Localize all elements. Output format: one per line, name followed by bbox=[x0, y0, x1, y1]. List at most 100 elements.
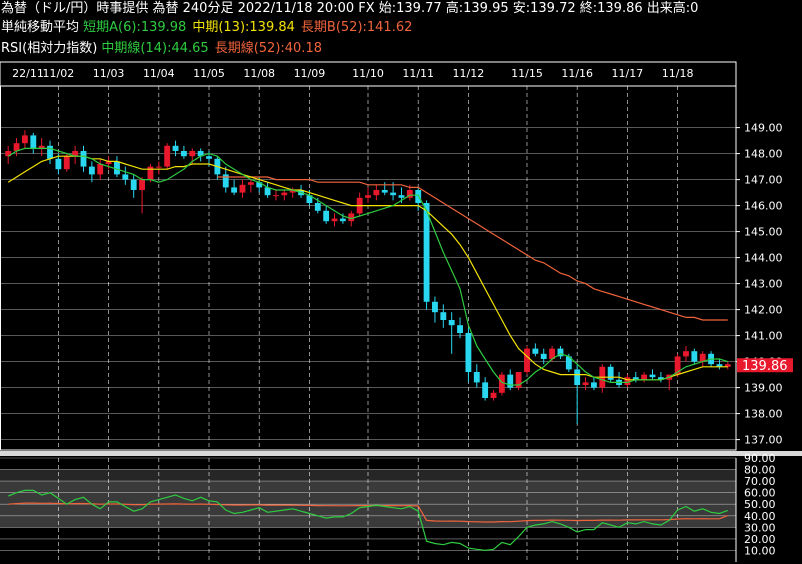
chart-header: 為替（ドル/円）時事提供 為替 240分足 2022/11/18 20:00 F… bbox=[1, 1, 699, 16]
rsi-tick-label: 10.00 bbox=[744, 544, 776, 557]
date-tick-label: 11/18 bbox=[662, 67, 694, 80]
candle-body bbox=[172, 145, 179, 151]
candle-body bbox=[482, 382, 489, 398]
candle-body bbox=[540, 353, 547, 359]
price-tick-label: 141.00 bbox=[744, 330, 783, 343]
candle-body bbox=[114, 161, 120, 175]
date-tick-label: 11/11 bbox=[402, 67, 434, 80]
sma-legend-label: 単純移動平均 bbox=[1, 20, 80, 35]
candle-body bbox=[591, 382, 597, 388]
rsi-mid-legend: 中期線(14):44.65 bbox=[101, 41, 209, 56]
candle-body bbox=[649, 374, 656, 378]
candle-body bbox=[105, 161, 112, 164]
candle-body bbox=[5, 151, 12, 157]
candle-body bbox=[256, 182, 263, 188]
date-tick-label: 11/15 bbox=[511, 67, 543, 80]
candle-body bbox=[222, 174, 229, 188]
sma-long-line bbox=[217, 176, 728, 321]
rsi-tick-label: 40.00 bbox=[744, 510, 776, 523]
last-price-marker bbox=[737, 358, 793, 373]
candle-body bbox=[373, 190, 380, 196]
candle-body bbox=[641, 374, 648, 380]
candle-body bbox=[574, 369, 581, 385]
date-tick-label: 11/04 bbox=[143, 67, 175, 80]
candle-body bbox=[122, 174, 129, 180]
price-tick-label: 145.00 bbox=[744, 226, 783, 239]
candle-body bbox=[189, 151, 196, 157]
sma-mid-legend: 中期(13):139.84 bbox=[192, 20, 295, 35]
candle-body bbox=[264, 187, 271, 196]
candle-body bbox=[691, 351, 698, 362]
candle-body bbox=[674, 356, 681, 375]
candle-body bbox=[63, 156, 70, 170]
last-price-label: 139.86 bbox=[742, 359, 788, 374]
candle-body bbox=[524, 348, 530, 372]
candle-body bbox=[314, 203, 321, 211]
candle-body bbox=[339, 218, 346, 222]
candle-body bbox=[180, 151, 187, 157]
candle-body bbox=[381, 190, 388, 193]
rsi-legend: RSI(相対力指数) 中期線(14):44.65 長期線(52):40.18 bbox=[1, 40, 322, 58]
candle-body bbox=[699, 353, 706, 362]
candle-body bbox=[155, 166, 162, 168]
candle-body bbox=[306, 195, 313, 203]
candle-body bbox=[130, 179, 137, 190]
candle-body bbox=[406, 190, 413, 198]
candle-body bbox=[55, 158, 62, 170]
candle-body bbox=[21, 135, 28, 144]
candle-body bbox=[724, 364, 731, 367]
candle-body bbox=[607, 366, 614, 380]
candle-body bbox=[515, 372, 522, 388]
candle-body bbox=[457, 325, 463, 333]
date-tick-label: 22/11 bbox=[12, 67, 44, 80]
candle-body bbox=[432, 301, 438, 313]
date-tick-label: 11/02 bbox=[43, 67, 75, 80]
price-tick-label: 138.00 bbox=[744, 408, 783, 421]
price-tick-label: 146.00 bbox=[744, 200, 783, 213]
candle-body bbox=[38, 145, 45, 149]
candle-body bbox=[398, 195, 405, 198]
candle-body bbox=[331, 218, 338, 222]
candle-body bbox=[565, 356, 572, 370]
candle-body bbox=[532, 348, 539, 354]
candle-body bbox=[247, 182, 254, 185]
candle-body bbox=[206, 156, 212, 159]
candle-body bbox=[348, 213, 355, 222]
price-tick-label: 143.00 bbox=[744, 278, 783, 291]
candle-body bbox=[465, 333, 472, 372]
candle-body bbox=[97, 164, 104, 175]
candle-body bbox=[549, 348, 556, 359]
candle-body bbox=[273, 195, 279, 197]
rsi-legend-label: RSI(相対力指数) bbox=[1, 41, 98, 56]
candle-body bbox=[323, 210, 330, 222]
rsi-tick-label: 80.00 bbox=[744, 464, 776, 477]
candle-body bbox=[289, 190, 296, 193]
candle-body bbox=[557, 348, 564, 357]
sma-long-legend: 長期B(52):141.62 bbox=[300, 20, 413, 35]
price-tick-label: 137.00 bbox=[744, 434, 783, 447]
candle-body bbox=[490, 392, 497, 398]
rsi-tick-label: 30.00 bbox=[744, 521, 776, 534]
candle-body bbox=[440, 312, 447, 320]
candle-body bbox=[473, 372, 480, 383]
candle-body bbox=[47, 145, 53, 159]
rsi-tick-label: 50.00 bbox=[744, 498, 776, 511]
candle-body bbox=[507, 374, 514, 388]
candle-body bbox=[147, 166, 154, 180]
date-tick-label: 11/10 bbox=[352, 67, 384, 80]
price-tick-label: 144.00 bbox=[744, 252, 783, 265]
candle-body bbox=[231, 187, 238, 193]
price-tick-label: 142.00 bbox=[744, 304, 783, 317]
candle-body bbox=[197, 151, 204, 157]
date-tick-label: 11/17 bbox=[612, 67, 644, 80]
sma-mid-line bbox=[7, 155, 728, 381]
candle-body bbox=[448, 320, 455, 326]
rsi-tick-label: 90.00 bbox=[744, 452, 776, 465]
candle-body bbox=[281, 192, 288, 196]
price-tick-label: 149.00 bbox=[744, 122, 783, 135]
price-tick-label: 148.00 bbox=[744, 148, 783, 161]
sma-short-line bbox=[7, 147, 728, 386]
candle-body bbox=[624, 377, 631, 385]
rsi-tick-label: 20.00 bbox=[744, 533, 776, 546]
